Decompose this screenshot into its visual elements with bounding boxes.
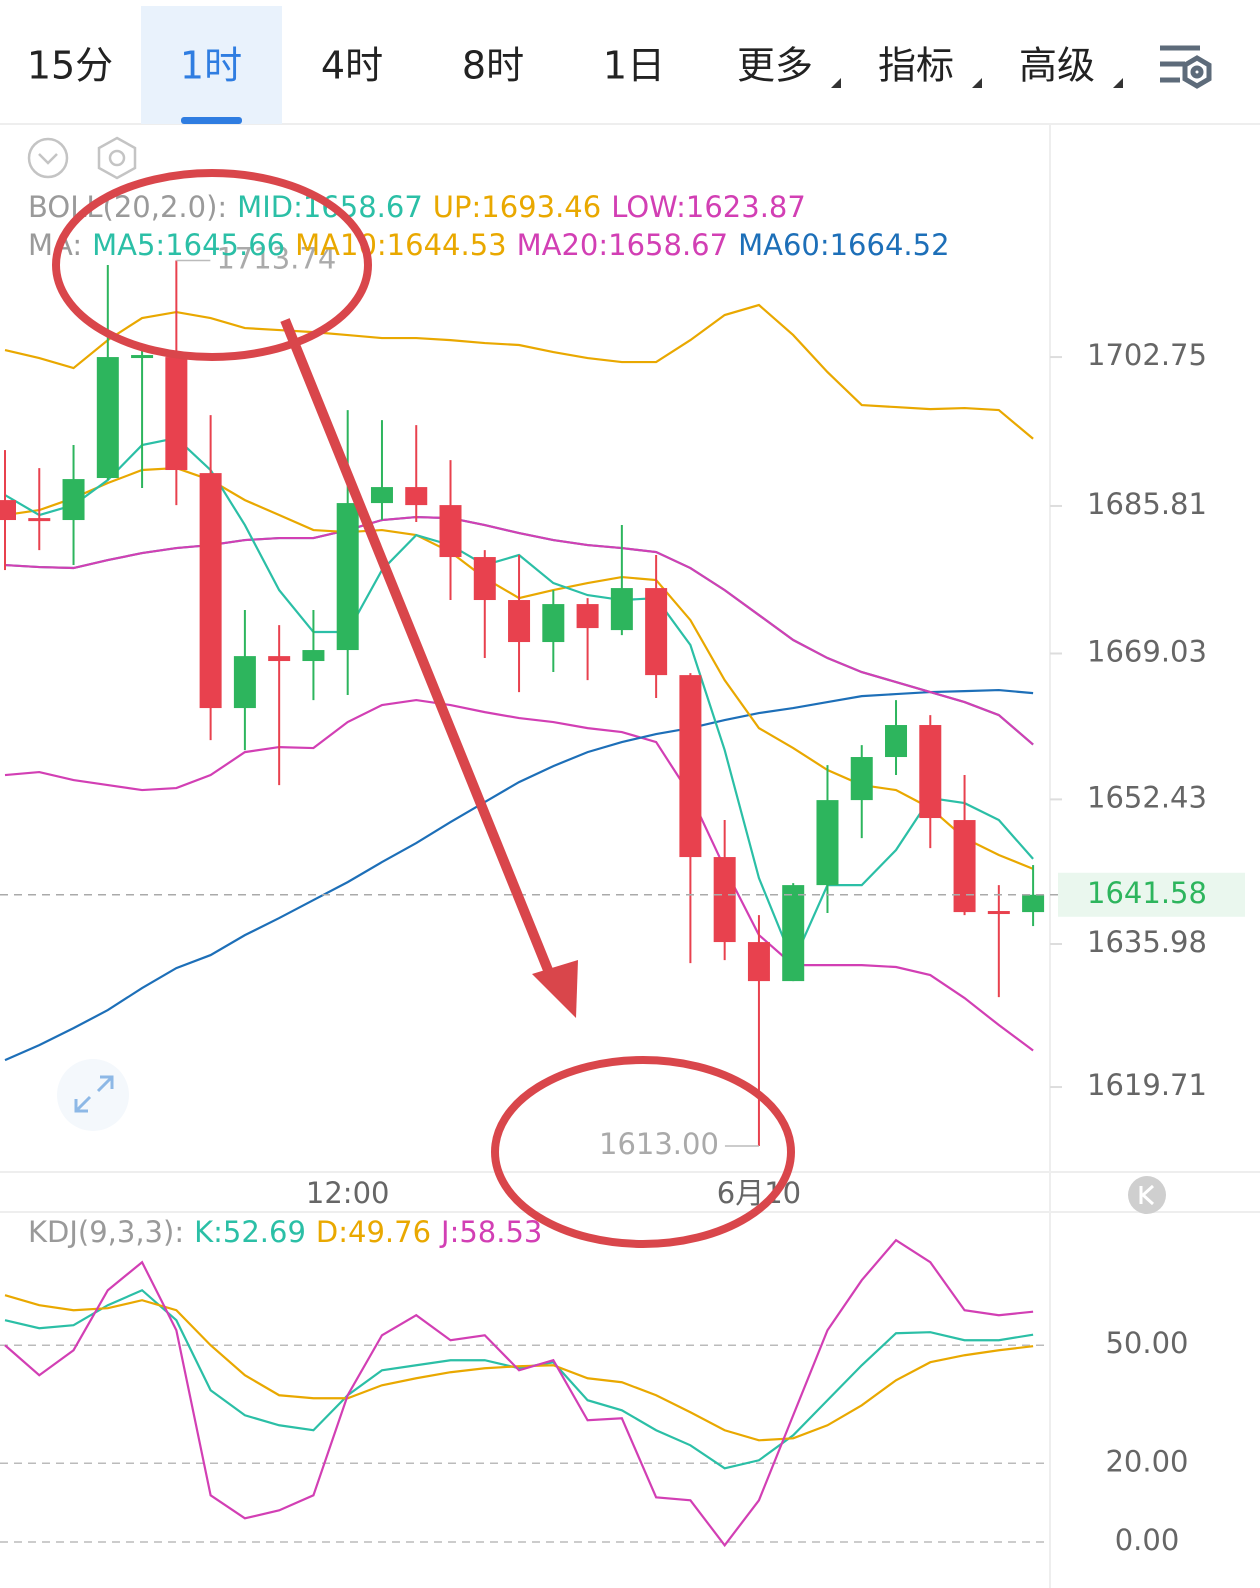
legend-entry: K:52.69 xyxy=(194,1215,306,1249)
y-tick-label: 1702.75 xyxy=(1087,338,1207,372)
candle-body xyxy=(405,487,428,506)
settings-icon[interactable] xyxy=(1160,45,1212,89)
tab[interactable]: 1时 xyxy=(180,44,242,88)
dropdown-caret xyxy=(972,78,982,88)
legend-entry: MA60:1664.52 xyxy=(738,228,950,262)
indicator-line xyxy=(4,1294,1034,1442)
candle-body xyxy=(131,355,154,359)
dropdown-caret xyxy=(1113,78,1123,88)
kdj-legend: KDJ(9,3,3): K:52.69 D:49.76 J:58.53 xyxy=(28,1215,552,1249)
candle-body xyxy=(885,725,908,758)
k-icon[interactable] xyxy=(1128,1176,1166,1214)
candle-body xyxy=(782,885,805,982)
candle-body xyxy=(679,675,702,858)
min-label: 1613.00 xyxy=(599,1127,719,1161)
candle-body xyxy=(1022,894,1045,913)
y-tick-label: 20.00 xyxy=(1105,1444,1188,1478)
candle-body xyxy=(62,479,85,521)
candle-body xyxy=(439,505,462,558)
tab[interactable]: 8时 xyxy=(462,44,524,88)
legend-entry: UP:1693.46 xyxy=(432,190,602,224)
legend-entry: MID:1658.67 xyxy=(237,190,423,224)
candle-body xyxy=(96,357,119,479)
candle-body xyxy=(268,656,291,662)
legend-entry: KDJ(9,3,3): xyxy=(28,1215,185,1249)
legend-entry: LOW:1623.87 xyxy=(611,190,806,224)
indicator-line xyxy=(4,1238,1034,1548)
x-tick-label: 6月10 xyxy=(717,1176,801,1210)
legend-entry: MA5:1645.66 xyxy=(92,228,286,262)
candle-body xyxy=(370,487,393,504)
candle-body xyxy=(508,600,531,643)
y-tick-label: 0.00 xyxy=(1115,1523,1180,1557)
last-price-bg xyxy=(1058,872,1245,917)
legend-entry: BOLL(20,2.0): xyxy=(28,190,228,224)
candle-body xyxy=(919,725,942,819)
y-tick-label: 1685.81 xyxy=(1087,487,1207,521)
candle-body xyxy=(165,357,188,471)
candle-body xyxy=(0,500,16,521)
boll-legend: BOLL(20,2.0): MID:1658.67 UP:1693.46 LOW:16… xyxy=(28,190,816,224)
candle-body xyxy=(953,820,976,913)
tab[interactable]: 高级 xyxy=(1019,44,1095,88)
candle-body xyxy=(336,503,359,651)
y-tick-label: 1669.03 xyxy=(1087,634,1207,668)
indicator-line xyxy=(4,1288,1034,1470)
candle-body xyxy=(610,588,633,631)
tab[interactable]: 15分 xyxy=(27,44,113,88)
y-tick-label: 1635.98 xyxy=(1087,925,1207,959)
candle-body xyxy=(747,942,770,982)
candle-body xyxy=(233,656,256,709)
tab[interactable]: 更多 xyxy=(737,44,813,88)
legend-entry: MA: xyxy=(28,228,83,262)
y-tick-label: 1619.71 xyxy=(1087,1068,1207,1102)
candle-body xyxy=(473,557,496,601)
candle-body xyxy=(850,757,873,801)
candle-body xyxy=(713,857,736,943)
expand-icon[interactable] xyxy=(57,1059,129,1131)
tab[interactable]: 4时 xyxy=(321,44,383,88)
legend-entry: D:49.76 xyxy=(315,1215,432,1249)
x-tick-label: 12:00 xyxy=(306,1176,390,1210)
tab[interactable]: 指标 xyxy=(878,44,954,88)
legend-entry: J:58.53 xyxy=(441,1215,543,1249)
collapse-icon[interactable] xyxy=(27,137,69,179)
active-tab-indicator xyxy=(181,117,242,124)
candle-body xyxy=(199,473,222,709)
candle-body xyxy=(542,604,565,643)
candle-body xyxy=(302,650,325,662)
candle-body xyxy=(576,604,599,629)
ma-legend: MA: MA5:1645.66 MA10:1644.53 MA20:1658.67 MA… xyxy=(28,228,960,262)
legend-entry: MA20:1658.67 xyxy=(516,228,729,262)
last-price-label: 1641.58 xyxy=(1087,876,1207,910)
candle-body xyxy=(28,518,51,522)
y-tick-label: 50.00 xyxy=(1105,1326,1188,1360)
candle-body xyxy=(816,800,839,886)
dropdown-caret xyxy=(831,78,841,88)
candle-body xyxy=(987,911,1010,915)
candle-body xyxy=(645,588,668,676)
y-tick-label: 1652.43 xyxy=(1087,780,1207,814)
legend-entry: MA10:1644.53 xyxy=(295,228,507,262)
active-tab-bg xyxy=(141,6,282,124)
tab[interactable]: 1日 xyxy=(603,44,665,88)
